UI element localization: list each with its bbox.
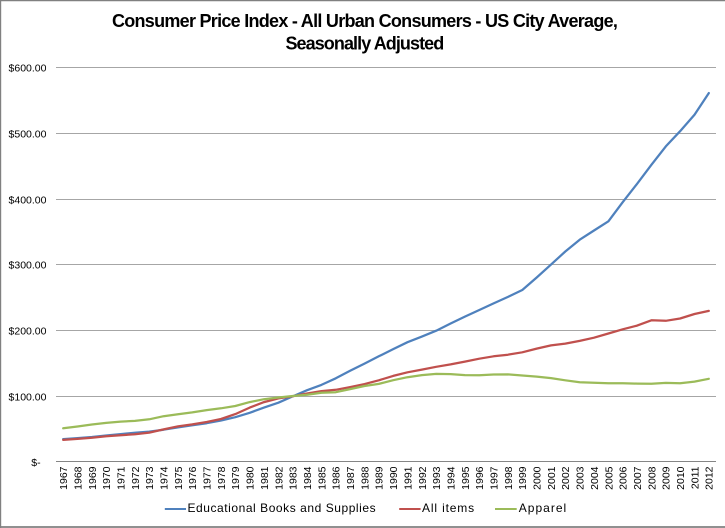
svg-text:1976: 1976 xyxy=(187,466,199,490)
svg-text:1985: 1985 xyxy=(316,466,328,490)
svg-text:1994: 1994 xyxy=(446,466,458,490)
svg-text:1986: 1986 xyxy=(331,466,343,490)
svg-text:$-: $- xyxy=(31,457,41,469)
svg-text:Educational Books and Supplies: Educational Books and Supplies xyxy=(188,501,377,515)
svg-text:2003: 2003 xyxy=(575,466,587,490)
svg-text:1977: 1977 xyxy=(202,466,214,490)
svg-text:1983: 1983 xyxy=(288,466,300,490)
svg-text:2009: 2009 xyxy=(661,466,673,490)
svg-text:2006: 2006 xyxy=(618,466,630,490)
svg-text:1988: 1988 xyxy=(359,466,371,490)
svg-text:2002: 2002 xyxy=(560,466,572,490)
svg-text:1968: 1968 xyxy=(72,466,84,490)
svg-text:1970: 1970 xyxy=(101,466,113,490)
svg-text:$400.00: $400.00 xyxy=(9,195,47,207)
svg-text:1996: 1996 xyxy=(474,466,486,490)
svg-text:1997: 1997 xyxy=(489,466,501,490)
svg-text:2012: 2012 xyxy=(704,466,716,490)
svg-text:1984: 1984 xyxy=(302,466,314,490)
svg-text:Seasonally Adjusted: Seasonally Adjusted xyxy=(285,34,443,54)
svg-text:$200.00: $200.00 xyxy=(9,326,47,338)
svg-text:1979: 1979 xyxy=(230,466,242,490)
svg-text:2005: 2005 xyxy=(603,466,615,490)
svg-text:1980: 1980 xyxy=(245,466,257,490)
svg-text:1990: 1990 xyxy=(388,466,400,490)
svg-text:1971: 1971 xyxy=(116,466,128,490)
svg-text:1981: 1981 xyxy=(259,466,271,490)
svg-text:Apparel: Apparel xyxy=(519,501,567,515)
svg-text:2004: 2004 xyxy=(589,466,601,490)
svg-text:$600.00: $600.00 xyxy=(9,63,47,75)
svg-text:2010: 2010 xyxy=(675,466,687,490)
svg-text:1972: 1972 xyxy=(130,466,142,490)
svg-text:2008: 2008 xyxy=(646,466,658,490)
svg-text:All items: All items xyxy=(422,501,475,515)
svg-text:$100.00: $100.00 xyxy=(9,392,47,404)
svg-text:1987: 1987 xyxy=(345,466,357,490)
svg-text:1967: 1967 xyxy=(58,466,70,490)
svg-text:1974: 1974 xyxy=(159,466,171,490)
svg-text:2001: 2001 xyxy=(546,466,558,490)
svg-text:$300.00: $300.00 xyxy=(9,260,47,272)
svg-text:1969: 1969 xyxy=(87,466,99,490)
svg-text:1995: 1995 xyxy=(460,466,472,490)
svg-text:2000: 2000 xyxy=(532,466,544,490)
svg-text:1982: 1982 xyxy=(273,466,285,490)
svg-text:1998: 1998 xyxy=(503,466,515,490)
svg-text:Consumer Price Index - All Urb: Consumer Price Index - All Urban Consume… xyxy=(112,11,617,31)
svg-text:1973: 1973 xyxy=(144,466,156,490)
svg-text:1991: 1991 xyxy=(402,466,414,490)
svg-text:1999: 1999 xyxy=(517,466,529,490)
svg-text:2007: 2007 xyxy=(632,466,644,490)
svg-text:1989: 1989 xyxy=(374,466,386,490)
svg-text:1993: 1993 xyxy=(431,466,443,490)
svg-text:2011: 2011 xyxy=(689,466,701,489)
svg-text:$500.00: $500.00 xyxy=(9,129,47,141)
svg-text:1978: 1978 xyxy=(216,466,228,490)
svg-text:1992: 1992 xyxy=(417,466,429,490)
svg-text:1975: 1975 xyxy=(173,466,185,490)
